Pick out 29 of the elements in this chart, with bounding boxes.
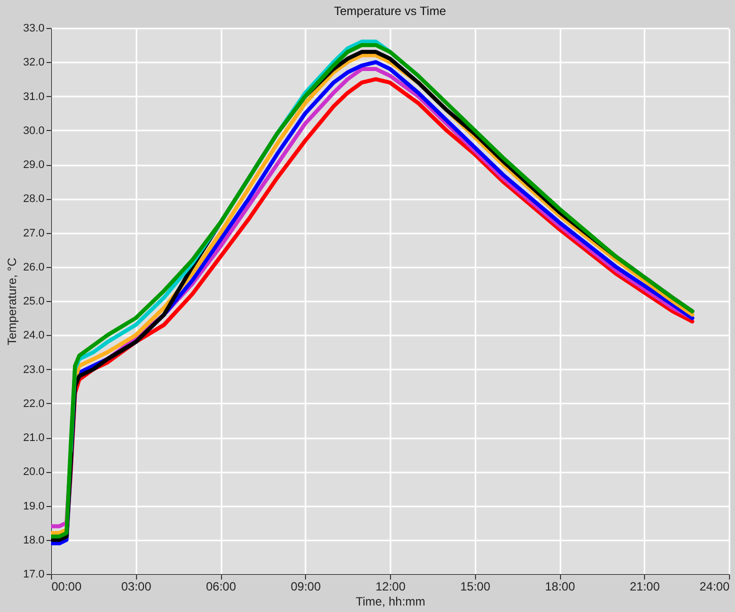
y-tick-label: 33.0: [23, 22, 44, 34]
x-tick-label: 03:00: [121, 580, 152, 594]
y-tick-label: 30.0: [23, 124, 44, 137]
y-tick-label: 22.0: [23, 398, 44, 410]
y-tick-label: 23.0: [23, 364, 44, 376]
y-tick-label: 21.0: [23, 432, 44, 444]
x-tick-label: 18:00: [544, 580, 576, 594]
y-tick-label: 17.0: [23, 568, 44, 580]
x-tick-label: 15:00: [460, 580, 491, 594]
y-tick-label: 27.0: [23, 227, 44, 240]
y-tick-label: 31.0: [23, 90, 44, 103]
y-tick-label: 20.0: [23, 466, 44, 478]
x-tick-label: 06:00: [206, 580, 236, 594]
x-tick-label: 24:00: [699, 580, 730, 594]
x-axis-title: Time, hh:mm: [356, 594, 426, 608]
x-tick-label: 09:00: [290, 580, 322, 594]
x-tick-label: 12:00: [375, 580, 406, 594]
chart-title: Temperature vs Time: [334, 4, 446, 18]
y-tick-label: 24.0: [23, 330, 44, 342]
y-tick-label: 32.0: [23, 56, 44, 69]
y-axis-title: Temperature, °C: [5, 257, 20, 346]
y-tick-label: 28.0: [23, 193, 44, 206]
x-tick-label: 00:00: [52, 580, 82, 594]
x-tick-label: 21:00: [630, 580, 660, 594]
y-tick-label: 19.0: [23, 500, 44, 512]
y-tick-label: 29.0: [23, 159, 44, 171]
y-tick-label: 18.0: [23, 534, 44, 546]
y-tick-label: 26.0: [23, 261, 44, 274]
y-tick-label: 25.0: [23, 296, 44, 308]
